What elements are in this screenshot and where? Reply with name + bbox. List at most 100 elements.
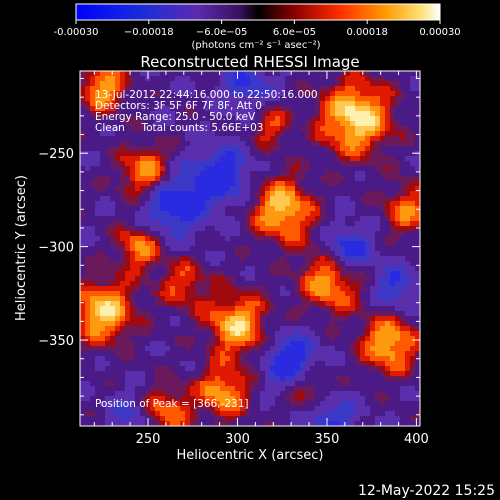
heatmap-cell [270, 121, 275, 126]
heatmap-cell [95, 231, 100, 236]
heatmap-cell [80, 371, 85, 376]
heatmap-cell [395, 231, 400, 236]
heatmap-cell [105, 76, 110, 81]
heatmap-cell [165, 121, 170, 126]
heatmap-cell [390, 91, 395, 96]
heatmap-cell [375, 221, 380, 226]
heatmap-cell [335, 351, 340, 356]
heatmap-cell [170, 241, 175, 246]
heatmap-cell [415, 141, 420, 146]
heatmap-cell [245, 76, 250, 81]
heatmap-cell [285, 201, 290, 206]
heatmap-cell [95, 261, 100, 266]
heatmap-cell [170, 151, 175, 156]
heatmap-cell [190, 246, 195, 251]
heatmap-cell [350, 151, 355, 156]
heatmap-cell [105, 256, 110, 261]
heatmap-cell [305, 126, 310, 131]
heatmap-cell [265, 221, 270, 226]
heatmap-cell [115, 416, 120, 421]
heatmap-cell [385, 316, 390, 321]
heatmap-cell [390, 171, 395, 176]
heatmap-cell [280, 371, 285, 376]
heatmap-cell [210, 261, 215, 266]
heatmap-cell [160, 316, 165, 321]
heatmap-cell [375, 286, 380, 291]
heatmap-cell [380, 106, 385, 111]
heatmap-cell [180, 336, 185, 341]
heatmap-cell [210, 351, 215, 356]
heatmap-cell [90, 296, 95, 301]
heatmap-cell [90, 126, 95, 131]
heatmap-cell [280, 286, 285, 291]
heatmap-cell [125, 291, 130, 296]
heatmap-cell [280, 231, 285, 236]
heatmap-cell [265, 151, 270, 156]
heatmap-cell [110, 416, 115, 421]
heatmap-cell [355, 151, 360, 156]
heatmap-cell [375, 101, 380, 106]
heatmap-cell [110, 111, 115, 116]
heatmap-cell [315, 191, 320, 196]
heatmap-cell [110, 271, 115, 276]
heatmap-cell [370, 146, 375, 151]
heatmap-cell [365, 166, 370, 171]
heatmap-cell [325, 276, 330, 281]
heatmap-cell [220, 236, 225, 241]
heatmap-cell [200, 126, 205, 131]
heatmap-cell [190, 241, 195, 246]
heatmap-cell [190, 406, 195, 411]
heatmap-cell [190, 141, 195, 146]
heatmap-cell [380, 261, 385, 266]
heatmap-cell [310, 421, 315, 426]
heatmap-cell [415, 71, 420, 76]
heatmap-cell [95, 356, 100, 361]
heatmap-cell [285, 321, 290, 326]
heatmap-cell [130, 336, 135, 341]
heatmap-cell [395, 321, 400, 326]
heatmap-cell [105, 201, 110, 206]
heatmap-cell [185, 401, 190, 406]
heatmap-cell [345, 111, 350, 116]
heatmap-cell [90, 371, 95, 376]
heatmap-cell [250, 226, 255, 231]
heatmap-cell [360, 116, 365, 121]
heatmap-cell [150, 301, 155, 306]
heatmap-cell [135, 371, 140, 376]
heatmap-cell [165, 266, 170, 271]
heatmap-cell [350, 206, 355, 211]
heatmap-cell [230, 301, 235, 306]
heatmap-cell [250, 356, 255, 361]
heatmap-cell [170, 171, 175, 176]
heatmap-cell [400, 151, 405, 156]
heatmap-cell [285, 156, 290, 161]
heatmap-cell [120, 81, 125, 86]
heatmap-cell [105, 366, 110, 371]
heatmap-cell [380, 166, 385, 171]
heatmap-cell [325, 316, 330, 321]
heatmap-cell [235, 331, 240, 336]
heatmap-cell [340, 356, 345, 361]
heatmap-cell [370, 371, 375, 376]
heatmap-cell [315, 231, 320, 236]
heatmap-cell [415, 421, 420, 426]
heatmap-cell [415, 211, 420, 216]
heatmap-cell [285, 306, 290, 311]
heatmap-cell [375, 191, 380, 196]
heatmap-cell [255, 71, 260, 76]
heatmap-cell [170, 386, 175, 391]
heatmap-cell [355, 311, 360, 316]
heatmap-cell [250, 141, 255, 146]
heatmap-cell [205, 81, 210, 86]
heatmap-cell [80, 96, 85, 101]
heatmap-cell [310, 101, 315, 106]
heatmap-cell [140, 391, 145, 396]
heatmap-cell [295, 296, 300, 301]
heatmap-cell [140, 116, 145, 121]
heatmap-cell [275, 226, 280, 231]
heatmap-cell [390, 411, 395, 416]
heatmap-cell [350, 136, 355, 141]
heatmap-cell [220, 216, 225, 221]
heatmap-cell [175, 386, 180, 391]
heatmap-cell [345, 166, 350, 171]
